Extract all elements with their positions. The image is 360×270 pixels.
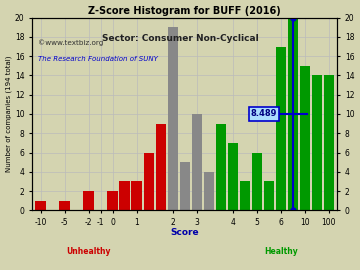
- Text: Unhealthy: Unhealthy: [66, 247, 111, 256]
- Bar: [252, 153, 262, 210]
- Bar: [324, 76, 334, 210]
- Bar: [84, 191, 94, 210]
- Text: Healthy: Healthy: [264, 247, 298, 256]
- Bar: [108, 191, 118, 210]
- Title: Z-Score Histogram for BUFF (2016): Z-Score Histogram for BUFF (2016): [88, 6, 281, 16]
- Bar: [216, 124, 226, 210]
- Bar: [35, 201, 46, 210]
- Bar: [276, 47, 286, 210]
- Bar: [156, 124, 166, 210]
- X-axis label: Score: Score: [170, 228, 199, 237]
- Text: The Research Foundation of SUNY: The Research Foundation of SUNY: [38, 56, 158, 62]
- Bar: [192, 114, 202, 210]
- Bar: [120, 181, 130, 210]
- Bar: [59, 201, 69, 210]
- Bar: [131, 181, 142, 210]
- Bar: [240, 181, 250, 210]
- Bar: [203, 172, 214, 210]
- Bar: [300, 66, 310, 210]
- Bar: [167, 27, 178, 210]
- Text: 8.489: 8.489: [251, 110, 277, 119]
- Bar: [144, 153, 154, 210]
- Bar: [228, 143, 238, 210]
- Bar: [312, 76, 322, 210]
- Bar: [264, 181, 274, 210]
- Y-axis label: Number of companies (194 total): Number of companies (194 total): [5, 56, 12, 172]
- Bar: [180, 162, 190, 210]
- Text: Sector: Consumer Non-Cyclical: Sector: Consumer Non-Cyclical: [102, 34, 258, 43]
- Text: ©www.textbiz.org: ©www.textbiz.org: [38, 39, 104, 46]
- Bar: [288, 18, 298, 210]
